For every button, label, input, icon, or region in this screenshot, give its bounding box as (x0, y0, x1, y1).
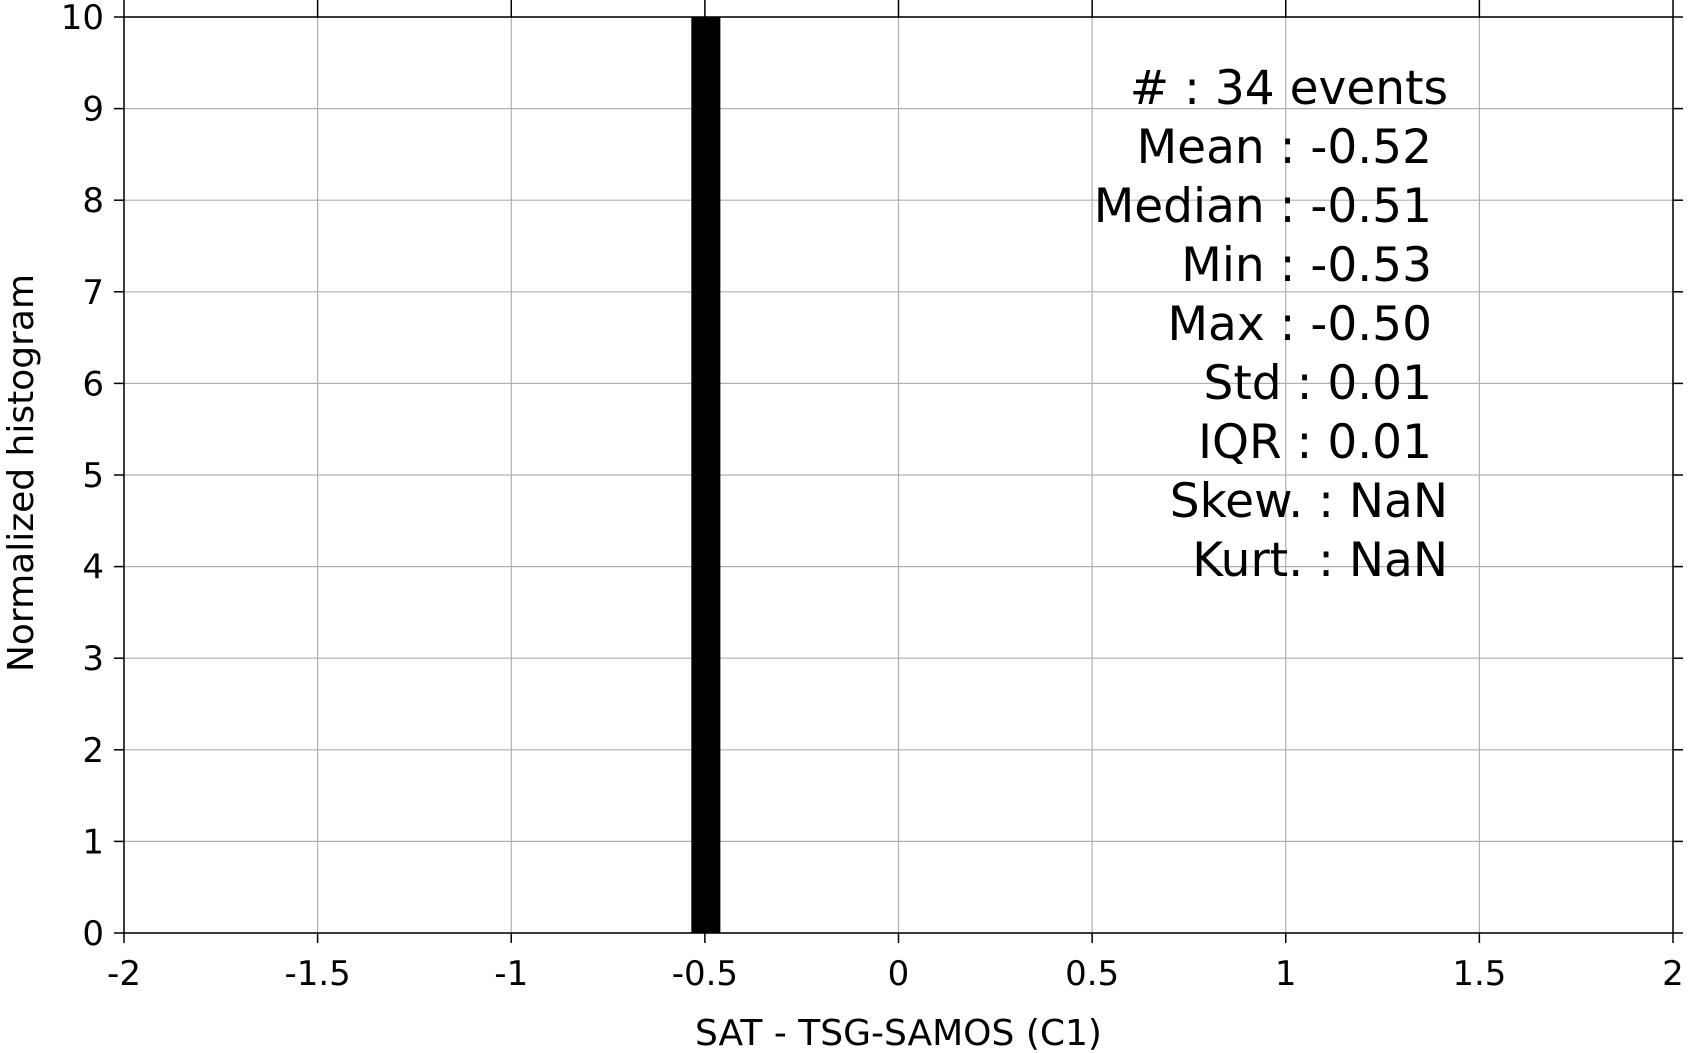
x-tick-label: 0 (888, 954, 910, 994)
x-tick-label: -2 (107, 954, 141, 994)
y-tick-label: 5 (82, 456, 104, 496)
y-tick-label: 10 (61, 0, 104, 38)
stat-line: Mean : -0.52 (1137, 120, 1432, 175)
stat-line: Kurt. : NaN (1192, 533, 1448, 588)
x-tick-label: 1.5 (1452, 954, 1506, 994)
stat-line: Min : -0.53 (1181, 238, 1432, 293)
axis-ticks: -2 -1.5 -1 -0.5 0 0.5 1 1.5 2 0 1 2 3 4 5 6 7 8 9 10 (61, 0, 1684, 994)
x-tick-label: 1 (1275, 954, 1297, 994)
y-tick-label: 7 (82, 273, 104, 313)
x-tick-label: 2 (1662, 954, 1684, 994)
stat-line: Skew. : NaN (1170, 474, 1448, 529)
y-tick-label: 9 (82, 90, 104, 130)
x-tick-label: -1 (494, 954, 528, 994)
y-tick-label: 3 (82, 639, 104, 679)
stat-line: Max : -0.50 (1168, 297, 1433, 352)
y-tick-label: 4 (82, 548, 104, 588)
y-tick-label: 6 (82, 364, 104, 404)
y-axis-label: Normalized histogram (1, 274, 42, 672)
x-axis-label: SAT - TSG-SAMOS (C1) (695, 1013, 1102, 1053)
stat-line: # : 34 events (1130, 61, 1448, 116)
y-tick-label: 1 (82, 822, 104, 862)
x-tick-label: 0.5 (1065, 954, 1119, 994)
y-tick-label: 0 (82, 914, 104, 954)
x-tick-label: -1.5 (284, 954, 350, 994)
histogram-bar (691, 17, 721, 933)
stat-line: IQR : 0.01 (1198, 415, 1432, 470)
y-tick-label: 8 (82, 181, 104, 221)
stat-line: Std : 0.01 (1204, 356, 1432, 411)
stat-line: Median : -0.51 (1094, 179, 1432, 234)
y-tick-label: 2 (82, 731, 104, 771)
histogram-bars (691, 17, 721, 933)
x-tick-label: -0.5 (672, 954, 738, 994)
